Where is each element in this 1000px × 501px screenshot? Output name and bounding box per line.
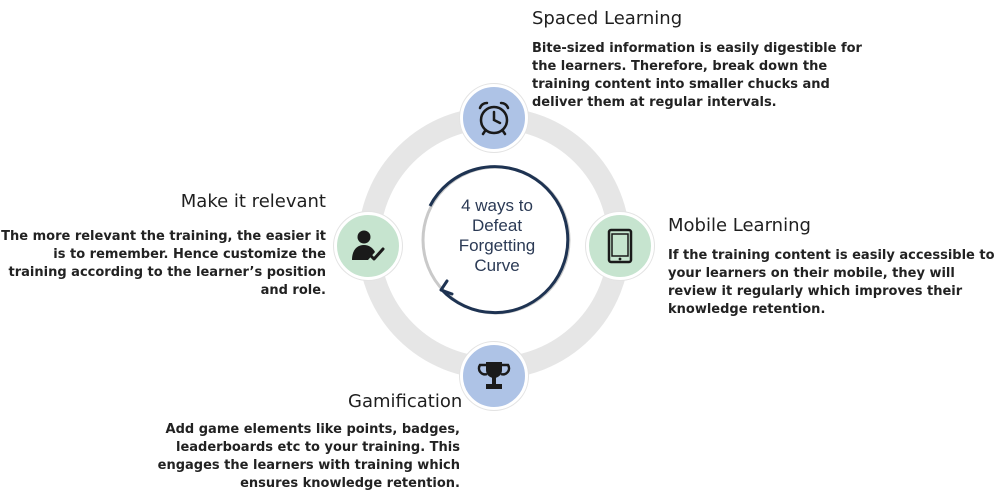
mobile-learning-line-3: review it regularly which improves their — [668, 284, 963, 299]
make-it-relevant-heading: Make it relevant — [180, 191, 326, 212]
node-spaced-learning — [460, 84, 528, 152]
user-check-icon — [352, 230, 385, 261]
node-mobile-learning — [586, 212, 654, 280]
trophy-icon — [477, 362, 511, 389]
spaced-learning-line-3: training content into smaller chucks and — [532, 77, 830, 92]
tablet-icon — [607, 228, 633, 264]
gamification-line-4: ensures knowledge retention. — [240, 476, 460, 491]
center-title: 4 ways to Defeat Forgetting Curve — [427, 196, 567, 276]
center-line-3: Forgetting — [458, 236, 536, 255]
gamification-line-1: Add game elements like points, badges, — [165, 422, 460, 437]
center-line-2: Defeat — [471, 216, 523, 235]
node-make-it-relevant — [334, 212, 402, 280]
mobile-learning-description: If the training content is easily access… — [668, 247, 995, 319]
gamification-description: Add game elements like points, badges, l… — [158, 421, 460, 493]
make-it-relevant-line-3: training according to the learner’s posi… — [8, 265, 326, 280]
mobile-learning-line-4: knowledge retention. — [668, 302, 826, 317]
make-it-relevant-line-4: and role. — [260, 283, 326, 298]
make-it-relevant-line-2: is to remember. Hence customize the — [53, 247, 326, 262]
gamification-line-2: leaderboards etc to your training. This — [175, 440, 460, 455]
alarm-clock-icon — [478, 101, 510, 136]
spaced-learning-line-1: Bite-sized information is easily digesti… — [532, 41, 862, 56]
make-it-relevant-description: The more relevant the training, the easi… — [1, 228, 326, 300]
spaced-learning-line-4: deliver them at regular intervals. — [532, 95, 777, 110]
inner-ring-arrowhead — [439, 279, 454, 296]
mobile-learning-line-2: your learners on their mobile, they will — [668, 266, 955, 281]
spaced-learning-description: Bite-sized information is easily digesti… — [532, 40, 862, 112]
spaced-learning-line-2: the learners. Therefore, break down the — [532, 59, 828, 74]
gamification-line-3: engages the learners with training which — [157, 458, 460, 473]
inner-ring-arrow-arc — [428, 165, 570, 315]
center-line-4: Curve — [474, 256, 520, 275]
center-line-1: 4 ways to — [461, 196, 533, 215]
mobile-learning-heading: Mobile Learning — [668, 215, 811, 236]
make-it-relevant-line-1: The more relevant the training, the easi… — [1, 229, 326, 244]
spaced-learning-heading: Spaced Learning — [532, 8, 683, 29]
node-gamification — [460, 342, 528, 410]
gamification-heading: Gamification — [348, 391, 463, 412]
mobile-learning-line-1: If the training content is easily access… — [668, 248, 995, 263]
